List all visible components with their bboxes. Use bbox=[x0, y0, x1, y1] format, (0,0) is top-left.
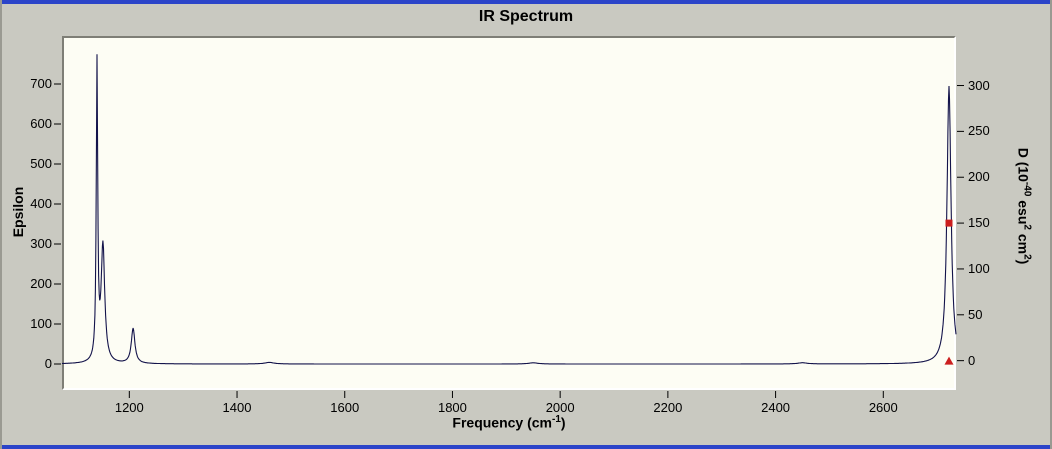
right-tick-label: 0 bbox=[968, 352, 976, 368]
left-tick-label: 0 bbox=[44, 356, 52, 371]
x-axis-title: Frequency (cm-1) bbox=[452, 414, 566, 431]
left-axis-title: Epsilon bbox=[10, 187, 26, 238]
left-tick-label: 700 bbox=[30, 76, 52, 91]
left-axis-title-text: Epsilon bbox=[10, 186, 26, 238]
window-border-left bbox=[0, 0, 2, 449]
left-tick-label: 300 bbox=[30, 236, 52, 251]
right-tick-label: 50 bbox=[968, 306, 983, 322]
peak-marker-square[interactable] bbox=[945, 219, 953, 227]
x-tick-label: 1800 bbox=[437, 400, 467, 415]
left-tick-label: 200 bbox=[30, 276, 52, 291]
x-tick-label: 1600 bbox=[330, 400, 360, 415]
chart-title: IR Spectrum bbox=[478, 8, 574, 25]
x-tick-label: 2200 bbox=[653, 400, 683, 415]
right-tick-label: 300 bbox=[968, 77, 990, 93]
window-border-bottom bbox=[0, 445, 1052, 449]
left-tick-label: 500 bbox=[30, 156, 52, 171]
window-border-right bbox=[1050, 0, 1052, 449]
x-tick-label: 2400 bbox=[761, 400, 791, 415]
peak-marker-triangle[interactable] bbox=[944, 356, 954, 365]
right-axis-title: D (10-40 esu2 cm2) bbox=[1015, 147, 1033, 265]
window-border-top bbox=[0, 0, 1052, 4]
left-tick-label: 600 bbox=[30, 116, 52, 131]
x-tick-label: 1400 bbox=[222, 400, 252, 415]
left-tick-label: 400 bbox=[30, 196, 52, 211]
right-tick-label: 150 bbox=[968, 215, 990, 231]
x-tick-label: 1200 bbox=[114, 400, 144, 415]
plot-area[interactable] bbox=[62, 36, 956, 390]
right-tick-label: 100 bbox=[968, 260, 990, 276]
left-tick-label: 100 bbox=[30, 316, 52, 331]
x-tick-label: 2000 bbox=[545, 400, 575, 415]
x-tick-label: 2600 bbox=[868, 400, 898, 415]
right-tick-label: 250 bbox=[968, 123, 990, 139]
right-tick-label: 200 bbox=[968, 169, 990, 185]
